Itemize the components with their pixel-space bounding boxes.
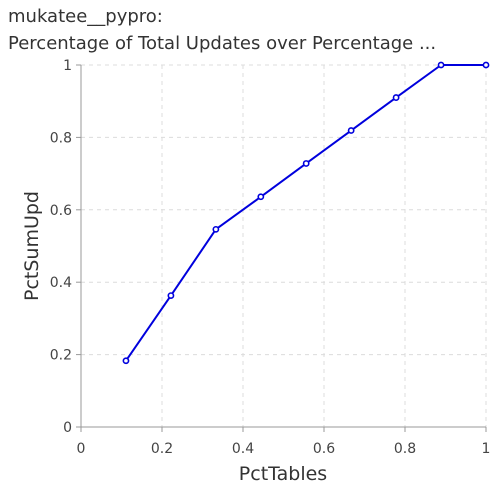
x-tick-label: 0 [77, 441, 86, 457]
series [122, 61, 490, 365]
y-tick-label: 1 [63, 58, 72, 74]
data-point [347, 127, 355, 134]
tick-labels: 0 0.2 0.4 0.6 0.8 1 0 0.2 0.4 0.6 0.8 1 [50, 58, 491, 457]
x-tick-label: 0.6 [313, 441, 335, 457]
y-tick-label: 0.2 [50, 348, 72, 364]
grid [81, 64, 487, 427]
chart-title: mukatee__pypro: [8, 6, 163, 27]
y-tick-label: 0 [63, 420, 72, 436]
x-tick-label: 1 [482, 441, 491, 457]
data-point [212, 225, 220, 233]
x-tick-label: 0.2 [151, 441, 173, 457]
y-axis-label: PctSumUpd [21, 191, 43, 301]
axes [76, 64, 487, 432]
chart-subtitle: Percentage of Total Updates over Percent… [8, 33, 437, 54]
data-point [437, 61, 445, 69]
y-tick-label: 0.6 [50, 203, 72, 219]
x-tick-label: 0.4 [232, 441, 254, 457]
data-point [122, 357, 130, 365]
y-tick-label: 0.4 [50, 275, 72, 291]
data-point [167, 292, 175, 299]
data-point [302, 160, 310, 167]
series-line [125, 64, 486, 362]
x-axis-label: PctTables [239, 463, 327, 485]
data-point [257, 193, 265, 201]
data-point [392, 94, 400, 101]
y-tick-label: 0.8 [50, 130, 72, 146]
data-point [482, 61, 490, 69]
x-tick-label: 0.8 [394, 441, 416, 457]
